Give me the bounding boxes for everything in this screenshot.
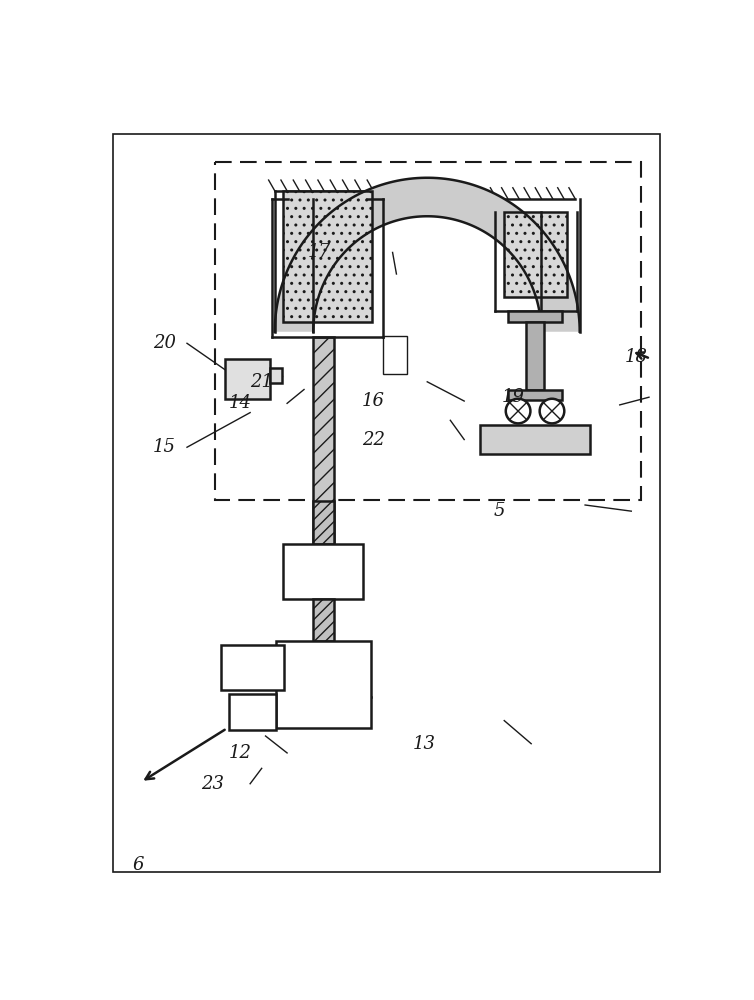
Bar [221,645,284,690]
Text: 12: 12 [228,744,252,762]
Text: 15: 15 [153,438,176,456]
Bar [382,336,407,374]
Text: 5: 5 [494,502,505,520]
Text: 20: 20 [153,334,176,352]
Text: 14: 14 [228,394,252,412]
Bar [504,212,567,297]
Bar [225,359,270,399]
Text: 19: 19 [501,388,525,406]
Text: 17: 17 [308,243,331,261]
Text: 16: 16 [362,392,385,410]
Bar [312,599,334,641]
Bar [480,425,590,454]
Bar [312,337,334,553]
Text: 22: 22 [362,431,385,449]
Text: 13: 13 [412,735,436,753]
Bar [312,501,334,544]
Bar [275,641,371,728]
Circle shape [540,399,564,423]
Bar [508,389,562,400]
Text: 23: 23 [201,775,224,793]
Text: 18: 18 [624,348,648,366]
Text: 21: 21 [250,373,273,391]
Circle shape [506,399,530,423]
Bar [526,322,544,389]
Bar [228,694,276,730]
Polygon shape [274,178,580,332]
Bar [284,544,363,599]
Text: 6: 6 [132,856,144,874]
Bar [508,311,562,322]
Bar [216,162,641,500]
Bar [284,191,372,322]
Bar [270,368,283,383]
